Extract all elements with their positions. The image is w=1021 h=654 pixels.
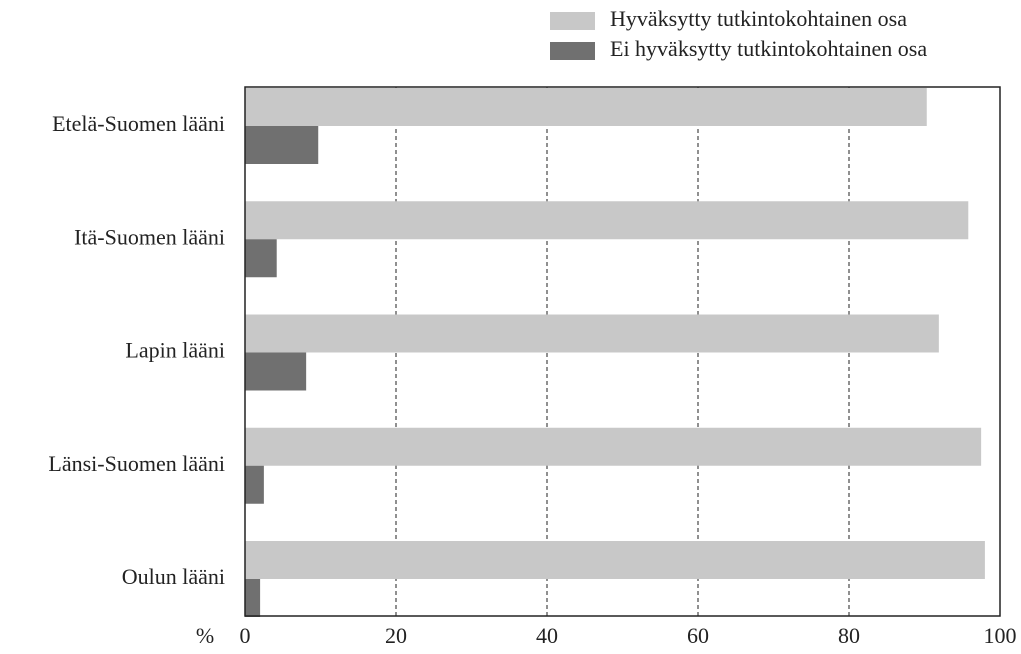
x-tick-label: 40 <box>536 623 558 648</box>
plot-frame <box>244 86 1001 617</box>
bar <box>245 201 969 240</box>
bar <box>245 352 307 391</box>
bar <box>245 427 982 466</box>
bar <box>245 126 319 164</box>
x-tick-label: 60 <box>687 623 709 648</box>
y-tick-label: Länsi-Suomen lääni <box>48 451 225 476</box>
bar <box>245 239 277 278</box>
bar <box>245 465 264 504</box>
legend-label: Hyväksytty tutkintokohtainen osa <box>610 6 907 31</box>
x-tick-label: 0 <box>240 623 251 648</box>
y-tick-label: Itä-Suomen lääni <box>74 224 225 249</box>
y-tick-label: Etelä-Suomen lääni <box>52 111 225 136</box>
y-tick-label: Lapin lääni <box>125 338 225 363</box>
legend-swatch <box>550 42 595 60</box>
legend-label: Ei hyväksytty tutkintokohtainen osa <box>610 36 927 61</box>
x-tick-label: 100 <box>984 623 1017 648</box>
x-tick-label: 20 <box>385 623 407 648</box>
bar <box>245 579 261 617</box>
x-tick-label: 80 <box>838 623 860 648</box>
legend-swatch <box>550 12 595 30</box>
bar <box>245 541 985 579</box>
x-axis-label: % <box>196 623 214 648</box>
bar <box>245 88 927 126</box>
y-tick-label: Oulun lääni <box>122 564 225 589</box>
bar <box>245 314 939 353</box>
